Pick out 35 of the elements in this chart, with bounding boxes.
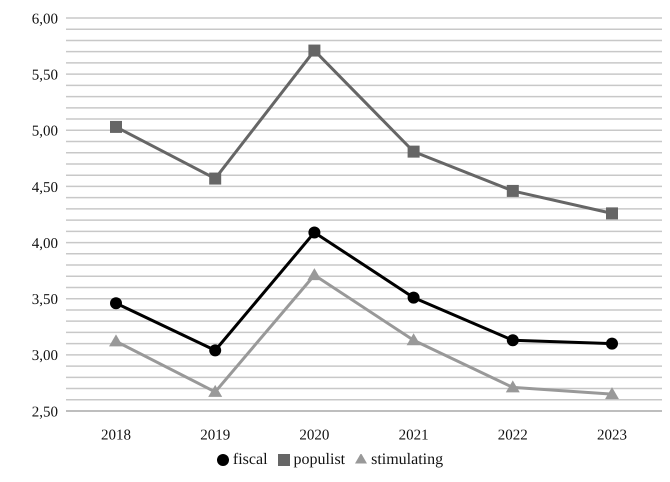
point	[308, 226, 320, 238]
x-tick-label: 2018	[101, 428, 131, 444]
point	[110, 120, 122, 133]
x-tick-label: 2022	[498, 428, 528, 444]
point	[307, 268, 322, 280]
y-tick-label: 5,00	[32, 124, 58, 140]
y-tick-label: 3,00	[32, 348, 58, 364]
point	[408, 146, 420, 158]
legend-label: stimulating	[371, 451, 444, 468]
point	[506, 334, 519, 346]
y-tick-label: 6,00	[32, 11, 58, 28]
x-tick-label: 2021	[398, 428, 429, 444]
y-tick-label: 2,50	[32, 404, 58, 420]
y-tick-label: 5,50	[32, 67, 58, 84]
point	[308, 44, 320, 57]
point	[208, 384, 222, 397]
x-tick-label: 2020	[299, 428, 330, 444]
point	[506, 380, 520, 392]
point	[406, 333, 421, 346]
point	[606, 338, 618, 350]
point	[109, 334, 123, 346]
point	[506, 184, 519, 197]
point	[605, 387, 619, 400]
legend-label: fiscal	[232, 451, 268, 468]
point	[209, 172, 222, 185]
legend-label: populist	[294, 451, 346, 468]
point	[110, 297, 122, 310]
y-tick-label: 4,50	[32, 180, 58, 196]
y-tick-label: 3,50	[32, 292, 58, 308]
y-tick-label: 4,00	[32, 236, 58, 252]
x-tick-label: 2019	[200, 428, 230, 444]
point	[408, 292, 420, 304]
x-tick-label: 2023	[597, 428, 627, 444]
point	[606, 207, 618, 220]
point	[209, 344, 222, 356]
